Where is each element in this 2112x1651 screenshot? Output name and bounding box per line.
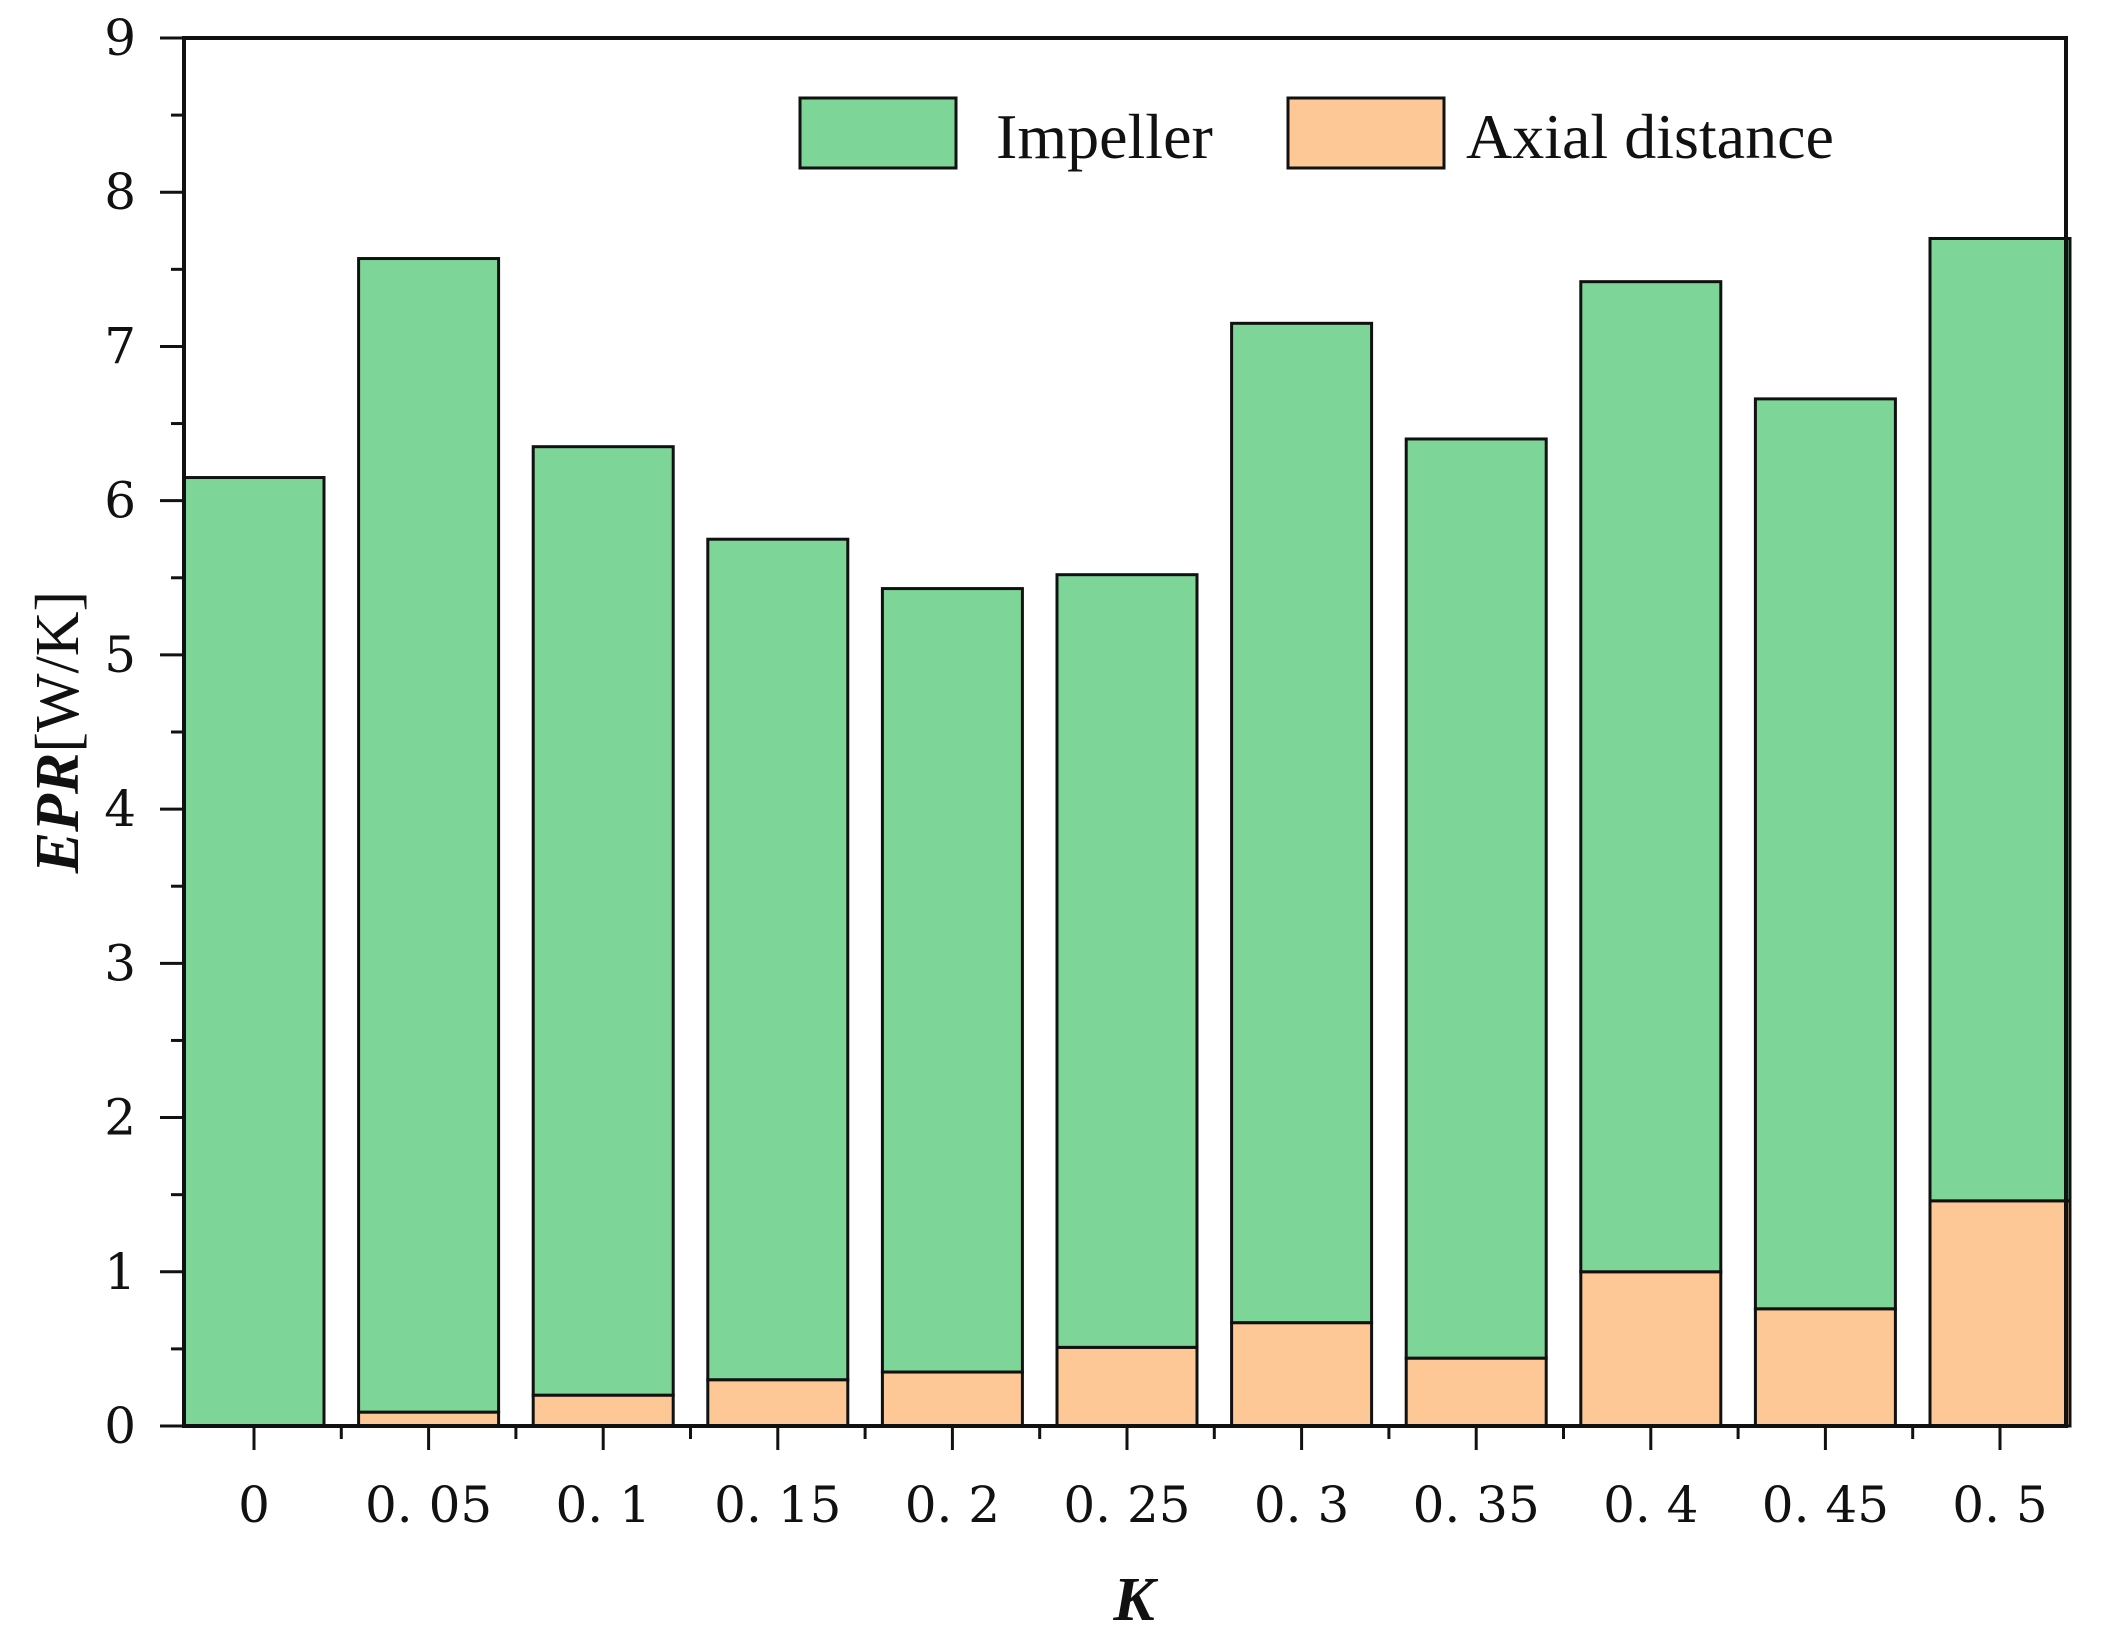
y-tick-label: 7 — [104, 317, 136, 375]
legend-label-axial-distance: Axial distance — [1466, 101, 1834, 172]
x-tick-label: 0. 05 — [365, 1476, 492, 1534]
y-tick-label: 6 — [104, 472, 136, 530]
x-tick-label: 0. 45 — [1762, 1476, 1889, 1534]
legend: Impeller Axial distance — [798, 96, 1834, 172]
x-tick-label: 0. 15 — [714, 1476, 841, 1534]
bar-impeller-0 — [182, 476, 326, 1428]
bar-axial-distance-7 — [1404, 1356, 1548, 1428]
bar-impeller-6 — [1230, 321, 1374, 1325]
bars-layer — [182, 236, 2072, 1428]
x-tick-label: 0. 5 — [1952, 1476, 2047, 1534]
y-tick-label: 0 — [104, 1397, 136, 1455]
bar-axial-distance-6 — [1230, 1321, 1374, 1428]
bar-axial-distance-4 — [880, 1370, 1024, 1428]
y-axis-title: EPR[W/K] — [24, 591, 92, 874]
x-tick-label: 0 — [238, 1476, 270, 1534]
x-tick-label: 0. 2 — [905, 1476, 1000, 1534]
x-tick-label: 0. 3 — [1254, 1476, 1349, 1534]
x-tick-label: 0. 1 — [555, 1476, 650, 1534]
y-axis-ticks: 0 1 2 3 4 5 6 7 8 9 — [104, 9, 184, 1455]
x-tick-label: 0. 35 — [1413, 1476, 1540, 1534]
bar-impeller-8 — [1579, 280, 1723, 1274]
y-axis-title-unit: [W/K] — [24, 591, 92, 753]
bar-axial-distance-10 — [1928, 1199, 2072, 1428]
y-tick-label: 5 — [104, 626, 136, 684]
legend-label-impeller: Impeller — [996, 101, 1213, 172]
bar-impeller-2 — [531, 445, 675, 1397]
y-tick-label: 8 — [104, 163, 136, 221]
bar-impeller-4 — [880, 587, 1024, 1374]
x-axis-title: K — [1112, 1566, 1158, 1634]
y-tick-label: 4 — [104, 780, 136, 838]
legend-swatch-axial-distance — [1286, 96, 1446, 170]
plot-frame — [182, 36, 2068, 1428]
bar-axial-distance-1 — [357, 1410, 501, 1428]
bar-axial-distance-8 — [1579, 1270, 1723, 1428]
bar-impeller-7 — [1404, 437, 1548, 1360]
y-tick-label: 1 — [104, 1243, 136, 1301]
bar-axial-distance-3 — [706, 1378, 850, 1428]
bar-impeller-10 — [1928, 236, 2072, 1203]
y-tick-label: 9 — [104, 9, 136, 67]
bar-axial-distance-5 — [1055, 1345, 1199, 1428]
bar-axial-distance-2 — [531, 1393, 675, 1428]
y-tick-label: 3 — [104, 934, 136, 992]
y-axis-title-variable: EPR — [24, 753, 92, 875]
y-tick-label: 2 — [104, 1089, 136, 1147]
x-axis-ticks: 0 0. 05 0. 1 0. 15 0. 2 0. 25 0. 3 0. 35 0. 4 0. … — [238, 1426, 2048, 1534]
bar-impeller-5 — [1055, 573, 1199, 1349]
legend-swatch-impeller — [798, 96, 958, 170]
bar-impeller-3 — [706, 537, 850, 1382]
bar-axial-distance-9 — [1753, 1307, 1897, 1428]
bar-impeller-1 — [357, 257, 501, 1414]
x-tick-label: 0. 4 — [1603, 1476, 1698, 1534]
bar-impeller-9 — [1753, 397, 1897, 1311]
x-tick-label: 0. 25 — [1063, 1476, 1190, 1534]
